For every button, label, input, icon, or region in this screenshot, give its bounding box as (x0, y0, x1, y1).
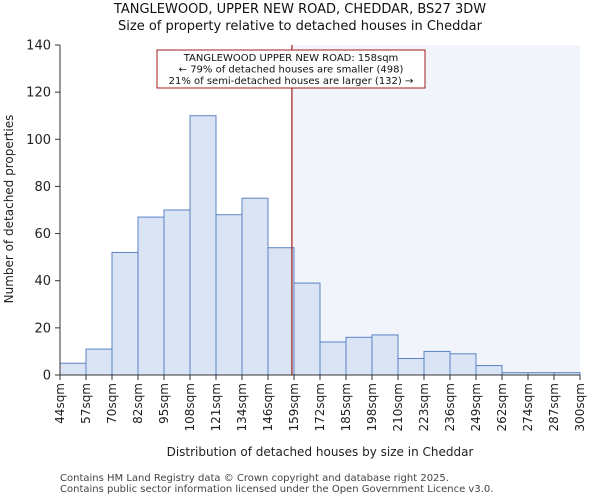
annotation-line: 21% of semi-detached houses are larger (… (169, 76, 414, 87)
annotation-box: TANGLEWOOD UPPER NEW ROAD: 158sqm← 79% o… (156, 49, 426, 89)
x-tick-label: 82sqm (131, 383, 145, 424)
x-tick-label: 300sqm (573, 383, 587, 431)
bar[interactable] (267, 247, 295, 376)
footer-licence: Contains public sector information licen… (60, 484, 494, 495)
bar[interactable] (111, 251, 139, 376)
x-axis-label: Distribution of detached houses by size … (167, 445, 474, 459)
bar[interactable] (475, 365, 503, 376)
histogram-chart: 0 20 40 60 80 100 120 140 44sqm 57sqm 70sqm 82sqm 9… (2, 39, 587, 460)
bar[interactable] (137, 216, 165, 376)
x-tick-label: 210sqm (391, 383, 405, 431)
x-tick-label: 159sqm (287, 383, 301, 431)
x-tick-label: 249sqm (469, 383, 483, 431)
x-tick-label: 108sqm (183, 383, 197, 431)
bar[interactable] (345, 336, 373, 376)
bar[interactable] (59, 362, 87, 376)
bar[interactable] (163, 209, 191, 376)
y-axis-label: Number of detached properties (2, 115, 16, 304)
x-tick-label: 236sqm (443, 383, 457, 431)
x-tick-label: 198sqm (365, 383, 379, 431)
y-tick-label: 100 (26, 133, 51, 148)
x-tick-label: 223sqm (417, 383, 431, 431)
annotation-line: ← 79% of detached houses are smaller (49… (179, 65, 404, 76)
x-tick-label: 95sqm (157, 383, 171, 424)
x-tick-label: 185sqm (339, 383, 353, 431)
bar[interactable] (449, 353, 477, 376)
x-axis-ticks: 44sqm 57sqm 70sqm 82sqm 95sqm 108sqm 121sqm 134… (53, 375, 587, 431)
bar[interactable] (397, 358, 425, 376)
x-tick-label: 134sqm (235, 383, 249, 431)
chart-subtitle: Size of property relative to detached ho… (118, 19, 482, 34)
highlight-region-layer (291, 45, 580, 375)
x-tick-label: 44sqm (53, 383, 67, 424)
y-tick-label: 20 (34, 321, 51, 336)
bar[interactable] (189, 115, 217, 376)
x-tick-label: 274sqm (521, 383, 535, 431)
y-tick-label: 40 (34, 274, 51, 289)
y-tick-label: 80 (34, 180, 51, 195)
y-axis-ticks: 0 20 40 60 80 100 120 140 (26, 39, 60, 384)
annotation-box-frame (156, 49, 426, 89)
bar[interactable] (85, 348, 113, 376)
highlight-region (291, 45, 580, 375)
y-tick-label: 60 (34, 227, 51, 242)
bar-series (59, 115, 581, 376)
y-tick-label: 140 (26, 39, 51, 54)
x-tick-label: 146sqm (261, 383, 275, 431)
x-tick-label: 262sqm (495, 383, 509, 431)
bar[interactable] (241, 197, 269, 376)
bar[interactable] (319, 341, 347, 376)
x-tick-label: 287sqm (547, 383, 561, 431)
bar[interactable] (423, 350, 451, 376)
x-tick-label: 172sqm (313, 383, 327, 431)
y-tick-label: 0 (43, 369, 51, 384)
footer-copyright: Contains HM Land Registry data © Crown c… (60, 473, 449, 484)
annotation-line: TANGLEWOOD UPPER NEW ROAD: 158sqm (183, 53, 399, 64)
bar[interactable] (293, 282, 321, 376)
bar[interactable] (215, 214, 243, 376)
bar[interactable] (371, 334, 399, 376)
x-tick-label: 70sqm (105, 383, 119, 424)
chart-title: TANGLEWOOD, UPPER NEW ROAD, CHEDDAR, BS2… (113, 2, 487, 17)
y-tick-label: 120 (26, 86, 51, 101)
x-tick-label: 121sqm (209, 383, 223, 431)
x-tick-label: 57sqm (79, 383, 93, 424)
